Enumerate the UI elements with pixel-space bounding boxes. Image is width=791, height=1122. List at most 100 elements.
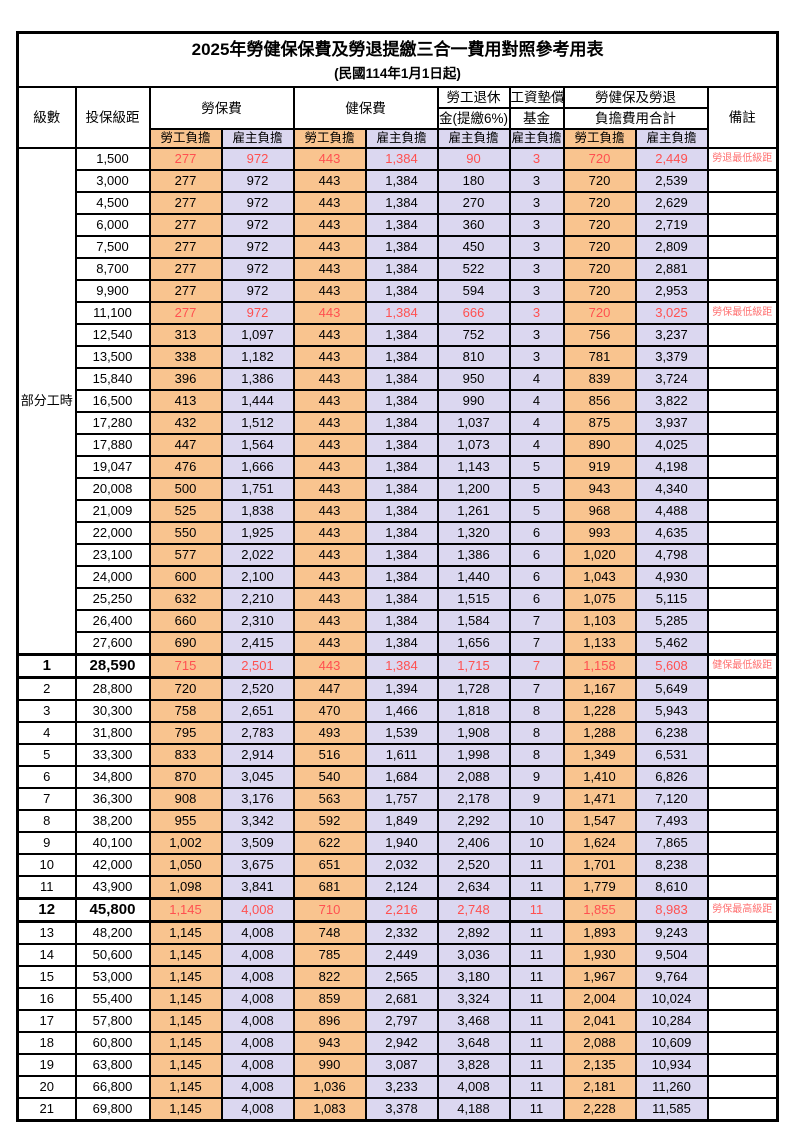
salary-cell: 22,000 xyxy=(74,521,151,545)
table-row: 18 60,800 1,145 4,008 943 2,942 3,648 11 2,088 10… xyxy=(16,1031,779,1055)
level-cell: 3 xyxy=(16,699,77,723)
value-cell: 785 xyxy=(292,943,367,967)
table-row: 16,500 413 1,444 443 1,384 990 4 856 3,822 xyxy=(18,389,779,413)
value-cell: 550 xyxy=(148,521,223,545)
value-cell: 11 xyxy=(508,920,565,945)
note-cell xyxy=(706,765,779,789)
value-cell: 1,384 xyxy=(364,587,439,611)
note-cell xyxy=(706,1053,779,1077)
note-cell xyxy=(706,609,779,633)
value-cell: 443 xyxy=(292,543,367,567)
value-cell: 3 xyxy=(508,191,565,215)
value-cell: 10 xyxy=(508,831,565,855)
subheader-wage-fund-employer: 雇主負擔 xyxy=(508,128,565,149)
note-cell xyxy=(706,943,779,967)
value-cell: 277 xyxy=(148,191,223,215)
note-cell: 勞退最低級距 xyxy=(706,147,779,171)
value-cell: 11 xyxy=(508,1053,565,1077)
title-row: 2025年勞健保保費及勞退提繳三合一費用對照參考用表 (民國114年1月1日起) xyxy=(16,31,779,88)
col-header-wage-fund-line1: 工資墊償 xyxy=(508,86,565,109)
salary-cell: 55,400 xyxy=(74,987,151,1011)
value-cell: 4,008 xyxy=(220,1031,295,1055)
value-cell: 720 xyxy=(148,676,223,701)
salary-cell: 36,300 xyxy=(74,787,151,811)
value-cell: 10,024 xyxy=(634,987,709,1011)
value-cell: 1,751 xyxy=(220,477,295,501)
value-cell: 1,182 xyxy=(220,345,295,369)
value-cell: 432 xyxy=(148,411,223,435)
value-cell: 1,998 xyxy=(436,743,511,767)
value-cell: 443 xyxy=(292,411,367,435)
value-cell: 968 xyxy=(562,499,637,523)
value-cell: 10,609 xyxy=(634,1031,709,1055)
level-cell: 11 xyxy=(16,875,77,900)
value-cell: 1,384 xyxy=(364,455,439,479)
part-time-label: 部分工時 xyxy=(16,147,77,656)
value-cell: 540 xyxy=(292,765,367,789)
note-cell: 勞保最低級距 xyxy=(706,301,779,325)
salary-cell: 53,000 xyxy=(74,965,151,989)
value-cell: 4,008 xyxy=(220,920,295,945)
table-row: 7,500 277 972 443 1,384 450 3 720 2,809 xyxy=(18,235,779,259)
salary-cell: 17,880 xyxy=(74,433,151,457)
table-row: 13 48,200 1,145 4,008 748 2,332 2,892 11 1,893 9,… xyxy=(16,920,779,945)
col-header-total-line2: 負擔費用合計 xyxy=(562,107,709,130)
salary-cell: 9,900 xyxy=(74,279,151,303)
subheader-health-employee: 勞工負擔 xyxy=(292,128,367,149)
note-cell xyxy=(706,1097,779,1122)
value-cell: 2,881 xyxy=(634,257,709,281)
value-cell: 1,838 xyxy=(220,499,295,523)
salary-cell: 24,000 xyxy=(74,565,151,589)
value-cell: 9,764 xyxy=(634,965,709,989)
value-cell: 9 xyxy=(508,765,565,789)
value-cell: 4,008 xyxy=(220,897,295,923)
note-cell xyxy=(706,235,779,259)
value-cell: 1,444 xyxy=(220,389,295,413)
value-cell: 5 xyxy=(508,477,565,501)
value-cell: 1,083 xyxy=(292,1097,367,1122)
value-cell: 443 xyxy=(292,631,367,656)
table-row: 9 40,100 1,002 3,509 622 1,940 2,406 10 1,624 7,8… xyxy=(16,831,779,855)
value-cell: 1,145 xyxy=(148,920,223,945)
value-cell: 1,471 xyxy=(562,787,637,811)
table-row: 10 42,000 1,050 3,675 651 2,032 2,520 11 1,701 8,… xyxy=(16,853,779,877)
value-cell: 277 xyxy=(148,147,223,171)
value-cell: 4,008 xyxy=(220,965,295,989)
table-row: 4,500 277 972 443 1,384 270 3 720 2,629 xyxy=(18,191,779,215)
value-cell: 1,656 xyxy=(436,631,511,656)
table-row: 27,600 690 2,415 443 1,384 1,656 7 1,133 5,462 xyxy=(18,631,779,656)
value-cell: 990 xyxy=(436,389,511,413)
value-cell: 1,940 xyxy=(364,831,439,855)
value-cell: 9 xyxy=(508,787,565,811)
value-cell: 1,145 xyxy=(148,943,223,967)
value-cell: 1,145 xyxy=(148,897,223,923)
value-cell: 720 xyxy=(562,301,637,325)
value-cell: 1,547 xyxy=(562,809,637,833)
value-cell: 9,243 xyxy=(634,920,709,945)
table-row: 3,000 277 972 443 1,384 180 3 720 2,539 xyxy=(18,169,779,193)
col-header-note: 備註 xyxy=(706,86,779,149)
value-cell: 1,098 xyxy=(148,875,223,900)
level-cell: 12 xyxy=(16,897,77,923)
value-cell: 11,585 xyxy=(634,1097,709,1122)
value-cell: 2,719 xyxy=(634,213,709,237)
table-row: 21,009 525 1,838 443 1,384 1,261 5 968 4,488 xyxy=(18,499,779,523)
value-cell: 443 xyxy=(292,323,367,347)
value-cell: 2,797 xyxy=(364,1009,439,1033)
value-cell: 11 xyxy=(508,1075,565,1099)
value-cell: 2,216 xyxy=(364,897,439,923)
value-cell: 443 xyxy=(292,521,367,545)
salary-cell: 17,280 xyxy=(74,411,151,435)
note-cell xyxy=(706,743,779,767)
value-cell: 1,757 xyxy=(364,787,439,811)
value-cell: 522 xyxy=(436,257,511,281)
note-cell xyxy=(706,455,779,479)
value-cell: 781 xyxy=(562,345,637,369)
value-cell: 11 xyxy=(508,1097,565,1122)
table-row: 24,000 600 2,100 443 1,384 1,440 6 1,043 4,930 xyxy=(18,565,779,589)
value-cell: 3,724 xyxy=(634,367,709,391)
value-cell: 651 xyxy=(292,853,367,877)
value-cell: 822 xyxy=(292,965,367,989)
value-cell: 476 xyxy=(148,455,223,479)
table-row: 21 69,800 1,145 4,008 1,083 3,378 4,188 11 2,228… xyxy=(16,1097,779,1122)
